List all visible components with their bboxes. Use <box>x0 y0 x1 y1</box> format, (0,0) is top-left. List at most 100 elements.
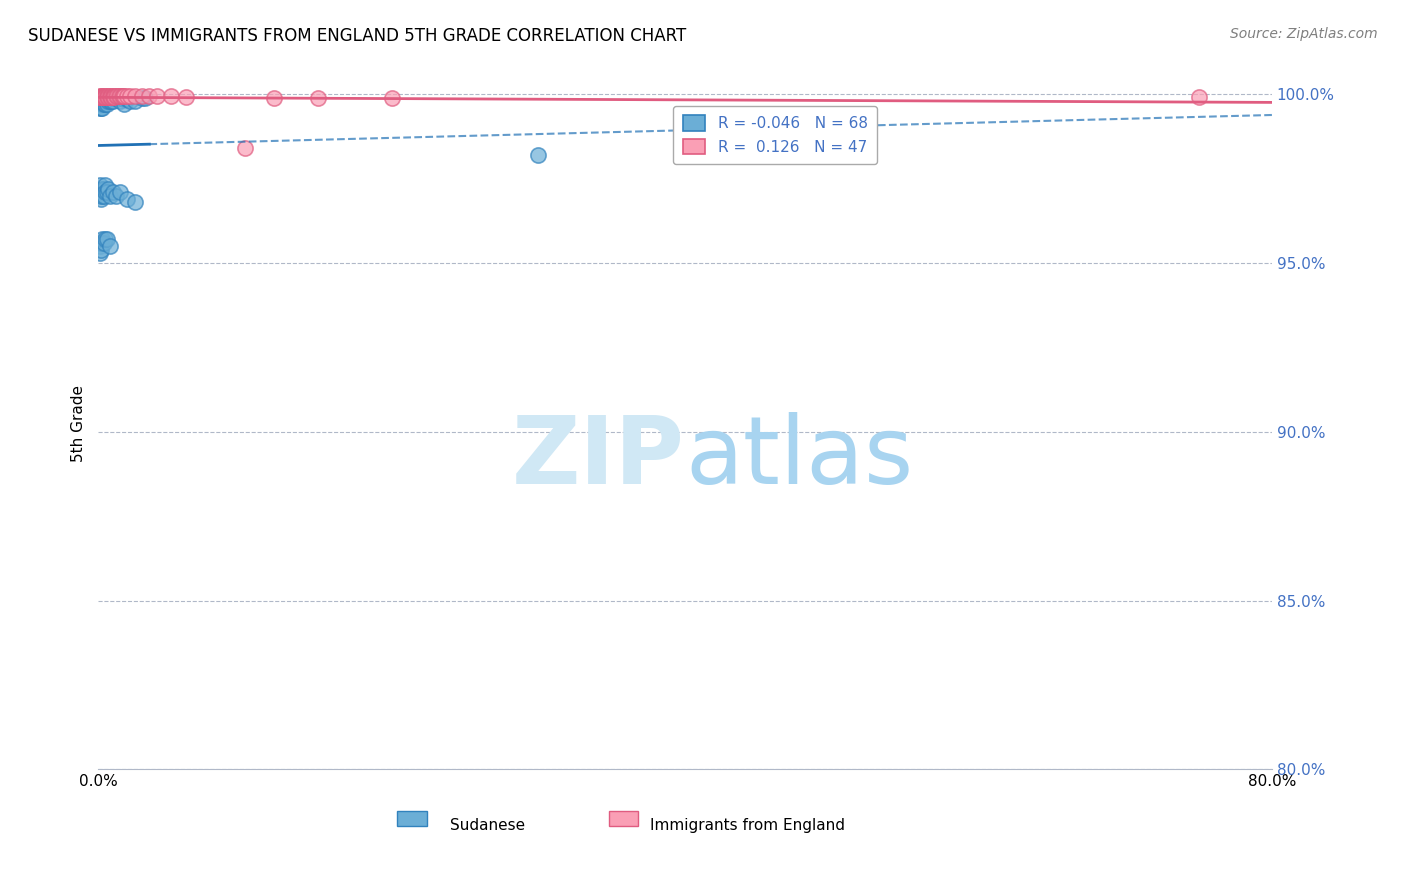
Point <box>91 90 114 104</box>
Point <box>89 178 111 193</box>
Point <box>91 232 114 246</box>
Point <box>104 89 127 103</box>
Point <box>89 89 111 103</box>
Point <box>108 89 131 103</box>
Point <box>97 89 120 103</box>
Point <box>104 188 127 202</box>
Point <box>100 89 122 103</box>
Point <box>107 89 129 103</box>
Point <box>98 89 121 103</box>
Point <box>90 185 112 199</box>
Point <box>93 235 115 250</box>
Point <box>307 91 329 105</box>
Point <box>114 97 136 112</box>
Point <box>93 89 115 103</box>
Point <box>94 94 117 108</box>
Point <box>100 91 122 105</box>
Point <box>111 89 134 103</box>
Text: atlas: atlas <box>685 412 914 504</box>
Point <box>138 89 160 103</box>
Point <box>105 91 128 105</box>
Point <box>89 239 111 253</box>
Point <box>90 97 112 112</box>
Text: SUDANESE VS IMMIGRANTS FROM ENGLAND 5TH GRADE CORRELATION CHART: SUDANESE VS IMMIGRANTS FROM ENGLAND 5TH … <box>28 27 686 45</box>
Point <box>94 178 117 193</box>
Point <box>96 94 118 108</box>
Point <box>98 91 121 105</box>
Point <box>117 89 139 103</box>
Point <box>98 89 121 103</box>
Point <box>89 91 111 105</box>
Point <box>97 91 120 105</box>
Point <box>117 192 139 206</box>
Point <box>91 91 114 105</box>
Text: Sudanese: Sudanese <box>450 818 526 833</box>
Y-axis label: 5th Grade: 5th Grade <box>72 384 86 462</box>
Point <box>89 101 111 115</box>
Point <box>96 89 118 103</box>
Point <box>89 97 111 112</box>
Point <box>174 89 197 103</box>
Point <box>93 188 115 202</box>
Point <box>91 188 114 202</box>
Point <box>160 89 183 103</box>
Point <box>114 92 136 106</box>
Point <box>91 89 114 103</box>
Point <box>124 195 146 210</box>
Text: ZIP: ZIP <box>512 412 685 504</box>
Point <box>90 90 112 104</box>
Point <box>124 89 146 103</box>
Point <box>233 141 256 155</box>
Point <box>91 182 114 196</box>
Point <box>124 94 146 108</box>
Point <box>527 148 550 162</box>
Point <box>96 97 118 112</box>
Point <box>103 89 125 103</box>
Point <box>90 89 112 103</box>
Point <box>90 101 112 115</box>
Point <box>105 89 128 103</box>
Point <box>380 91 402 105</box>
Point <box>94 97 117 112</box>
Point <box>89 90 111 104</box>
Point <box>101 91 124 105</box>
Point <box>96 89 118 103</box>
Point <box>101 89 124 103</box>
Point <box>101 94 124 108</box>
Point <box>131 89 153 103</box>
Point <box>91 97 114 112</box>
Point <box>108 185 131 199</box>
Point <box>90 89 112 103</box>
Point <box>89 89 111 103</box>
Point <box>110 91 132 105</box>
Point <box>97 89 120 103</box>
Point <box>120 89 142 103</box>
Point <box>96 91 118 105</box>
Point <box>131 91 153 105</box>
Point <box>94 232 117 246</box>
FancyBboxPatch shape <box>398 811 427 826</box>
Point <box>100 94 122 108</box>
Point <box>97 94 120 108</box>
Point <box>93 91 115 105</box>
Point <box>263 91 285 105</box>
Point <box>90 192 112 206</box>
Point <box>93 94 115 108</box>
Point <box>108 94 131 108</box>
Point <box>100 89 122 103</box>
Point <box>93 182 115 196</box>
Point <box>117 92 139 106</box>
Point <box>90 235 112 250</box>
Point <box>110 89 132 103</box>
Point <box>94 90 117 104</box>
Point <box>114 89 136 103</box>
Point <box>98 188 121 202</box>
Point <box>91 89 114 103</box>
Point <box>104 91 127 105</box>
Point <box>97 182 120 196</box>
Legend: R = -0.046   N = 68, R =  0.126   N = 47: R = -0.046 N = 68, R = 0.126 N = 47 <box>673 106 877 164</box>
Point <box>93 90 115 104</box>
Point <box>94 89 117 103</box>
Point <box>145 89 167 103</box>
Point <box>89 188 111 202</box>
